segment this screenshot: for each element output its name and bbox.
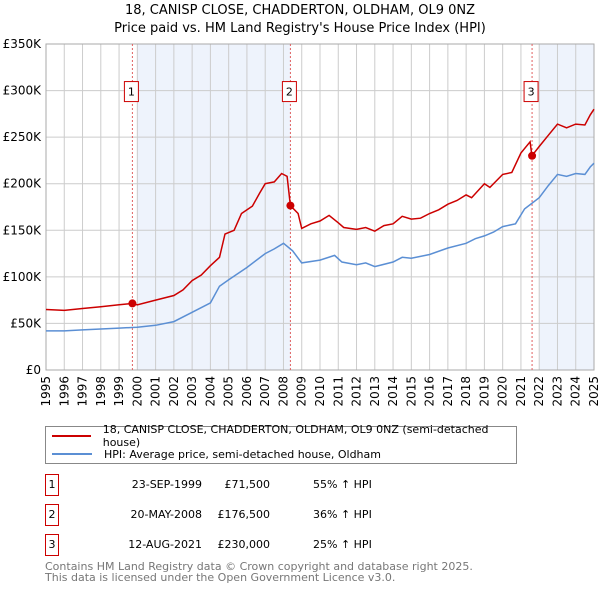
x-tick-label: 2003: [185, 376, 199, 407]
x-tick-label: 2017: [441, 376, 455, 407]
x-tick-label: 2023: [550, 376, 564, 407]
sale-label: 1: [128, 86, 135, 99]
x-tick-label: 2004: [203, 376, 217, 407]
x-tick-label: 2006: [240, 376, 254, 407]
plot-border: [45, 43, 595, 371]
x-tick-label: 2025: [587, 376, 600, 407]
x-tick-label: 2009: [295, 376, 309, 407]
x-tick-label: 2011: [331, 376, 345, 407]
sale-number: 1: [45, 474, 59, 496]
sale-price: £230,000: [217, 538, 271, 551]
y-tick-label: £350K: [3, 37, 43, 51]
sale-number: 2: [45, 504, 59, 526]
y-tick-label: £0: [26, 363, 41, 377]
x-tick-label: 2000: [130, 376, 144, 407]
sale-label: 2: [286, 86, 293, 99]
legend-swatch-property: [52, 435, 91, 437]
sale-date: 20-MAY-2008: [130, 508, 202, 521]
y-tick-label: £150K: [3, 223, 43, 237]
y-tick-label: £250K: [3, 130, 43, 144]
x-tick-label: 2010: [313, 376, 327, 407]
x-tick-label: 2015: [404, 376, 418, 407]
sale-price: £71,500: [224, 478, 271, 491]
legend-label-property: 18, CANISP CLOSE, CHADDERTON, OLDHAM, OL…: [102, 423, 489, 449]
hpi-line: [46, 162, 595, 332]
sale-label-box: [281, 81, 297, 103]
sale-point: [128, 299, 137, 308]
sale-point: [286, 201, 295, 210]
x-tick-label: 2014: [386, 376, 400, 407]
sale-row: 3 12-AUG-2021 £230,000 25% ↑ HPI: [45, 534, 445, 556]
sale-price: £176,500: [217, 508, 271, 521]
x-tick-label: 2001: [149, 376, 163, 407]
footer-copyright: Contains HM Land Registry data © Crown c…: [45, 560, 473, 573]
sale-hpi-diff: 55% ↑ HPI: [313, 478, 372, 491]
legend-swatch-hpi: [52, 453, 92, 455]
legend-label-hpi: HPI: Average price, semi-detached house,…: [104, 447, 381, 461]
x-tick-label: 2002: [167, 376, 181, 407]
x-tick-label: 1997: [76, 376, 90, 407]
sale-row: 1 23-SEP-1999 £71,500 55% ↑ HPI: [45, 474, 445, 496]
legend: 18, CANISP CLOSE, CHADDERTON, OLDHAM, OL…: [45, 423, 517, 464]
x-tick-label: 1995: [39, 376, 53, 407]
x-tick-label: 2020: [496, 376, 510, 407]
sale-date: 12-AUG-2021: [128, 538, 202, 551]
sale-label: 3: [528, 86, 535, 99]
chart-title: 18, CANISP CLOSE, CHADDERTON, OLDHAM, OL…: [124, 3, 476, 18]
shaded-range: [539, 44, 594, 370]
sale-label-box: [123, 81, 139, 103]
x-tick-label: 2016: [423, 376, 437, 407]
x-tick-label: 1999: [112, 376, 126, 407]
y-tick-label: £100K: [3, 270, 43, 284]
chart-subtitle: Price paid vs. HM Land Registry's House …: [114, 21, 486, 36]
x-tick-label: 2012: [350, 376, 364, 407]
sale-hpi-diff: 36% ↑ HPI: [313, 508, 372, 521]
shaded-range: [137, 44, 291, 370]
y-tick-label: £300K: [3, 84, 43, 98]
x-tick-label: 2005: [222, 376, 236, 407]
x-tick-label: 1996: [57, 376, 71, 407]
sale-number: 3: [45, 534, 59, 556]
x-tick-label: 2024: [569, 376, 583, 407]
property-price-line: [45, 108, 595, 312]
sale-label-box: [523, 81, 539, 103]
x-tick-label: 2013: [368, 376, 382, 407]
y-tick-label: £200K: [3, 177, 43, 191]
x-tick-label: 2007: [258, 376, 272, 407]
x-tick-label: 1998: [94, 376, 108, 407]
sale-hpi-diff: 25% ↑ HPI: [313, 538, 372, 551]
footer-licence: This data is licensed under the Open Gov…: [45, 571, 396, 584]
x-tick-label: 2018: [459, 376, 473, 407]
x-tick-label: 2008: [276, 376, 290, 407]
y-tick-label: £50K: [10, 316, 42, 330]
x-tick-label: 2022: [532, 376, 546, 407]
sale-date: 23-SEP-1999: [131, 478, 202, 491]
sale-point: [528, 151, 537, 160]
x-tick-label: 2019: [477, 376, 491, 407]
x-tick-label: 2021: [514, 376, 528, 407]
price-chart: 1995 1996 1997 1998 1999 2000 2001 2002 2003 2004…: [3, 37, 600, 407]
sale-row: 2 20-MAY-2008 £176,500 36% ↑ HPI: [45, 504, 445, 526]
